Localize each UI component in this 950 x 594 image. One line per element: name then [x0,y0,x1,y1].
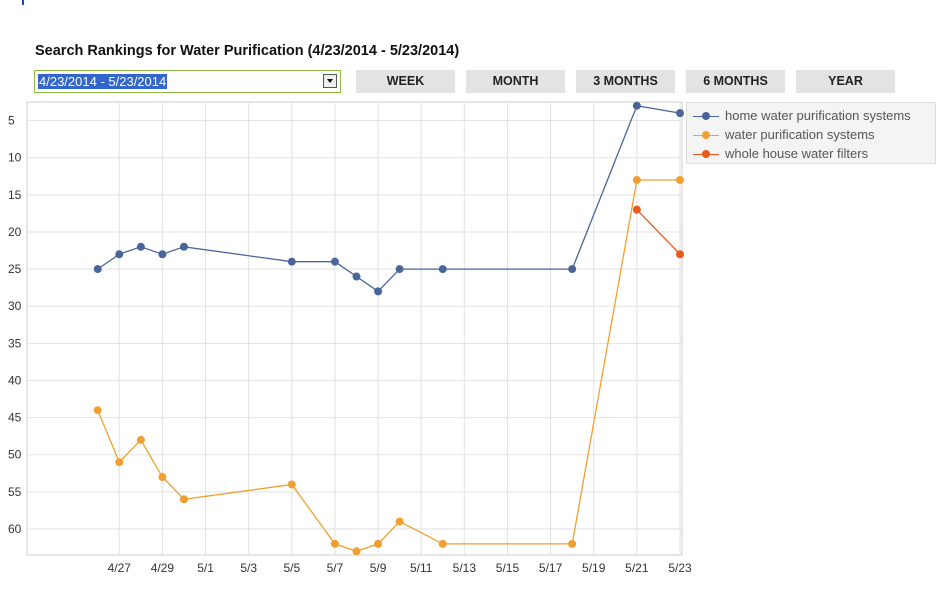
chart-legend: home water purification systems water pu… [686,102,936,164]
y-tick-label: 60 [8,522,22,536]
data-point [287,480,296,489]
data-point [115,250,124,259]
y-tick-label: 20 [8,225,22,239]
series-line [97,104,681,293]
data-point [632,101,641,110]
x-tick-label: 5/3 [240,561,257,575]
data-point [395,265,404,274]
data-point [632,205,641,214]
y-tick-label: 25 [8,262,22,276]
x-tick-label: 5/21 [625,561,649,575]
x-tick-label: 5/13 [453,561,477,575]
series-group [93,101,684,296]
three-months-button[interactable]: 3 MONTHS [576,70,675,93]
data-point [632,175,641,184]
y-tick-label: 50 [8,448,22,462]
six-months-button[interactable]: 6 MONTHS [686,70,785,93]
data-point [136,435,145,444]
y-tick-label: 5 [8,114,15,128]
series-line [636,209,681,255]
series-group [632,205,684,259]
legend-item-whole-house-water-filters[interactable]: whole house water filters [693,145,933,163]
week-button[interactable]: WEEK [356,70,455,93]
corner-mark [22,0,24,5]
y-tick-label: 15 [8,188,22,202]
data-point [158,250,167,259]
x-tick-label: 5/1 [197,561,214,575]
y-tick-label: 55 [8,485,22,499]
y-tick-label: 30 [8,299,22,313]
chevron-down-icon[interactable] [323,74,337,88]
x-tick-label: 5/17 [539,561,563,575]
legend-label: whole house water filters [725,146,869,161]
data-point [374,539,383,548]
legend-label: water purification systems [725,127,875,142]
date-range-select[interactable]: 4/23/2014 - 5/23/2014 [34,70,341,93]
data-point [352,272,361,281]
legend-swatch [693,148,719,160]
data-point [93,406,102,415]
x-tick-label: 4/27 [108,561,132,575]
y-tick-label: 45 [8,411,22,425]
data-point [136,242,145,251]
legend-label: home water purification systems [725,108,911,123]
x-tick-label: 5/15 [496,561,520,575]
data-point [158,473,167,482]
month-button[interactable]: MONTH [466,70,565,93]
page-title: Search Rankings for Water Purification (… [35,43,460,59]
y-tick-label: 40 [8,373,22,387]
x-axis: 4/27 4/29 5/1 5/3 5/5 5/7 5/9 5/11 5/13 5/15 5/17 5… [108,561,692,575]
data-point [330,257,339,266]
data-point [93,265,102,274]
data-point [568,539,577,548]
legend-swatch [693,110,719,122]
x-tick-label: 5/9 [370,561,387,575]
x-tick-label: 5/7 [327,561,344,575]
chart-grid [26,101,683,556]
data-point [676,175,684,184]
data-point [115,458,124,467]
data-point [676,250,684,259]
year-button[interactable]: YEAR [796,70,895,93]
data-point [438,539,447,548]
legend-item-water-purification-systems[interactable]: water purification systems [693,126,933,144]
x-tick-label: 4/29 [151,561,175,575]
data-point [438,265,447,274]
y-tick-label: 35 [8,336,22,350]
chart-series [93,101,684,556]
plot-area [26,101,683,556]
data-point [374,287,383,296]
data-point [330,539,339,548]
x-tick-label: 5/11 [410,561,433,575]
data-point [287,257,296,266]
data-point [179,495,188,504]
legend-swatch [693,129,719,141]
y-axis: 5 10 15 20 25 30 35 40 45 50 55 60 [8,114,22,536]
y-tick-label: 10 [8,151,22,165]
x-tick-label: 5/19 [582,561,606,575]
data-point [568,265,577,274]
x-tick-label: 5/23 [668,561,692,575]
data-point [395,517,404,526]
data-point [352,547,361,556]
legend-item-home-water-purification-systems[interactable]: home water purification systems [693,107,933,125]
date-range-value: 4/23/2014 - 5/23/2014 [38,74,168,89]
series-line [97,179,680,552]
data-point [179,242,188,251]
series-group [93,175,684,556]
data-point [676,109,684,118]
x-tick-label: 5/5 [283,561,300,575]
